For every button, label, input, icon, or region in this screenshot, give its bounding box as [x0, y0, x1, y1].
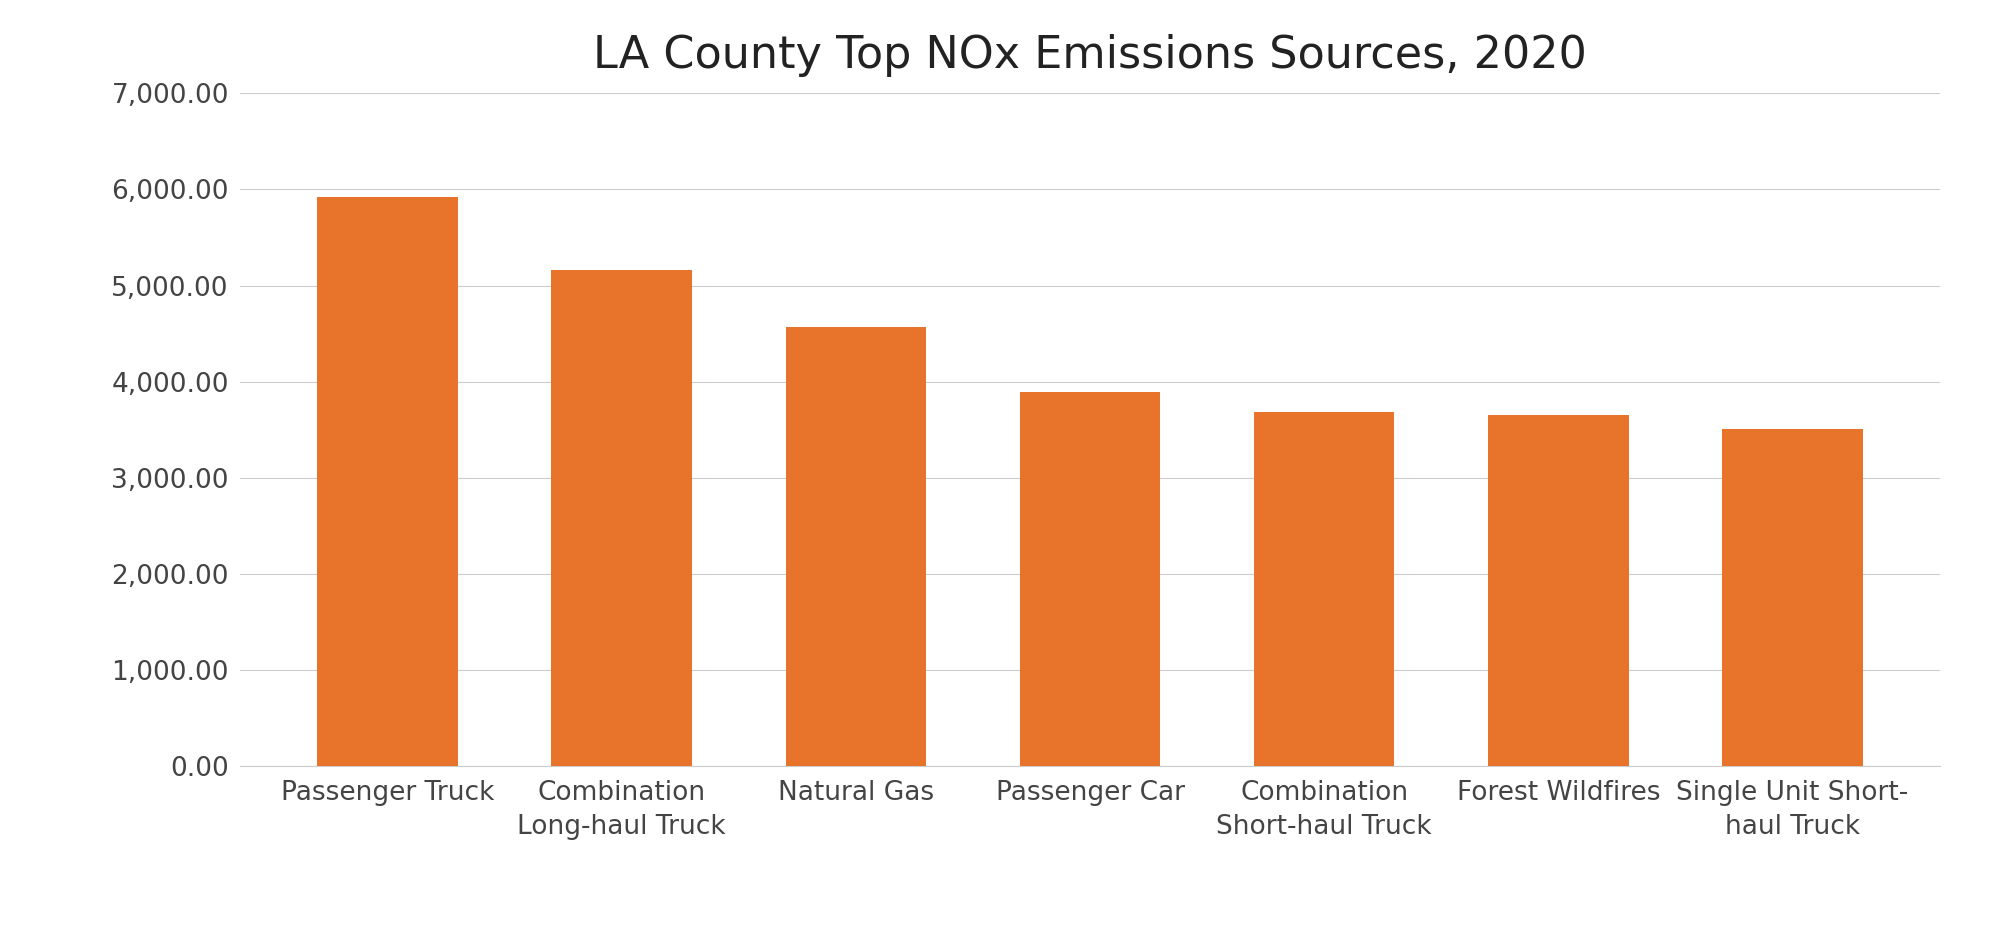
Bar	[318, 197, 458, 766]
Title: LA County Top NOx Emissions Sources, 2020: LA County Top NOx Emissions Sources, 202…	[594, 35, 1586, 78]
Bar	[1020, 392, 1160, 766]
Bar	[786, 327, 926, 766]
Bar	[1488, 416, 1628, 766]
Bar	[552, 270, 692, 766]
Bar	[1722, 429, 1862, 766]
Bar	[1254, 412, 1394, 766]
